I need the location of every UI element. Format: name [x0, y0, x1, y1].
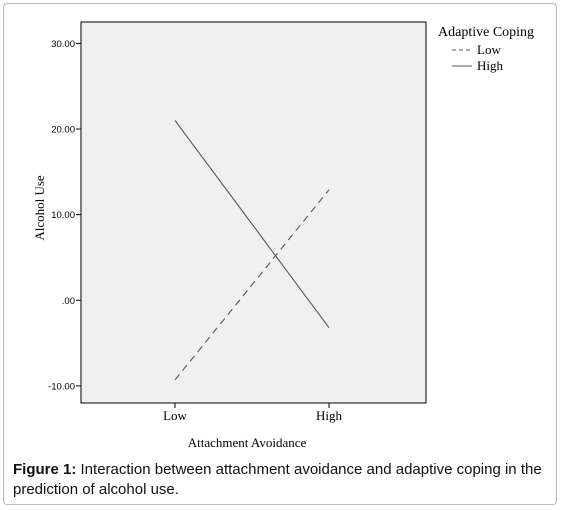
- x-axis: Low High: [163, 403, 343, 423]
- y-tick-label: -10.00: [48, 381, 75, 392]
- x-axis-label: Attachment Avoidance: [188, 435, 307, 450]
- legend-label-high: High: [477, 58, 504, 73]
- legend: Adaptive Coping Low High: [438, 25, 534, 73]
- legend-label-low: Low: [477, 42, 501, 57]
- y-tick-label: 10.00: [51, 210, 75, 221]
- figure-caption: Figure 1: Interaction between attachment…: [13, 460, 553, 500]
- caption-text: Interaction between attachment avoidance…: [13, 461, 542, 498]
- y-axis-label: Alcohol Use: [32, 175, 47, 241]
- caption-label: Figure 1:: [13, 461, 77, 478]
- y-tick-label: 20.00: [51, 125, 75, 136]
- x-tick-label: High: [316, 408, 343, 423]
- series-lines: [174, 120, 330, 381]
- series-line-high: [174, 120, 330, 328]
- x-tick-label: Low: [163, 408, 187, 423]
- y-tick-label: 30.00: [51, 39, 75, 50]
- y-axis: 30.00 20.00 10.00 .00 -10.00: [48, 39, 81, 392]
- y-tick-label: .00: [62, 296, 75, 307]
- legend-title: Adaptive Coping: [438, 25, 534, 40]
- series-line-low: [174, 189, 330, 381]
- plot-area: [80, 21, 427, 404]
